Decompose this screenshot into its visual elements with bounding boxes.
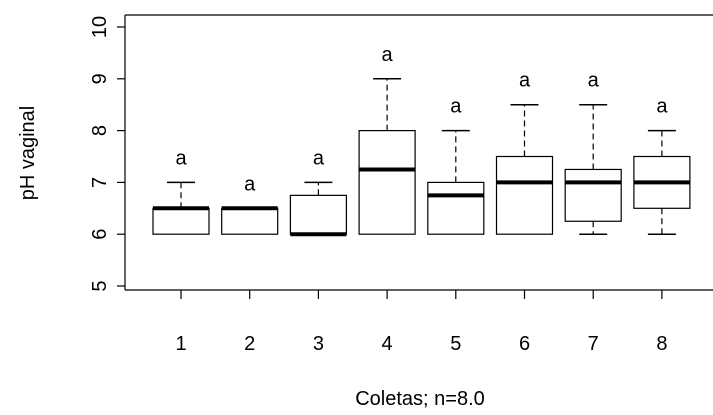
x-tick-label: 6 (519, 333, 530, 355)
box-iqr (564, 168, 622, 222)
group-annotation: a (313, 147, 325, 169)
y-tick-label: 9 (89, 73, 111, 84)
group-annotation: a (175, 147, 187, 169)
box-iqr (495, 155, 554, 235)
x-axis-title: Coletas; n=8.0 (355, 388, 485, 410)
box-iqr (289, 194, 347, 235)
plot-layer: a a a a a a a a (152, 44, 691, 237)
group-annotation: a (519, 70, 531, 92)
x-tick-label: 1 (175, 333, 186, 355)
group-annotation: a (382, 44, 394, 66)
x-tick-label: 8 (656, 333, 667, 355)
y-tick-label: 5 (89, 280, 111, 291)
box-iqr (427, 181, 485, 235)
group-annotation: a (450, 96, 462, 118)
y-tick-label: 10 (89, 16, 111, 38)
x-tick-label: 4 (382, 333, 393, 355)
group-annotation: a (588, 70, 600, 92)
y-axis-title: pH vaginal (17, 106, 39, 201)
y-tick-label: 8 (89, 125, 111, 136)
x-tick-label: 7 (588, 333, 599, 355)
x-tick-label: 5 (450, 333, 461, 355)
x-tick-label: 2 (244, 333, 255, 355)
axes-layer: 5 6 7 8 9 10 1 2 3 4 5 6 7 8 (89, 14, 713, 355)
box-iqr (221, 207, 279, 235)
x-tick-label: 3 (313, 333, 324, 355)
group-annotation: a (656, 96, 668, 118)
group-annotation: a (244, 173, 256, 195)
box-iqr (152, 207, 210, 235)
y-tick-label: 7 (89, 177, 111, 188)
box-iqr (358, 130, 416, 235)
y-tick-label: 6 (89, 229, 111, 240)
